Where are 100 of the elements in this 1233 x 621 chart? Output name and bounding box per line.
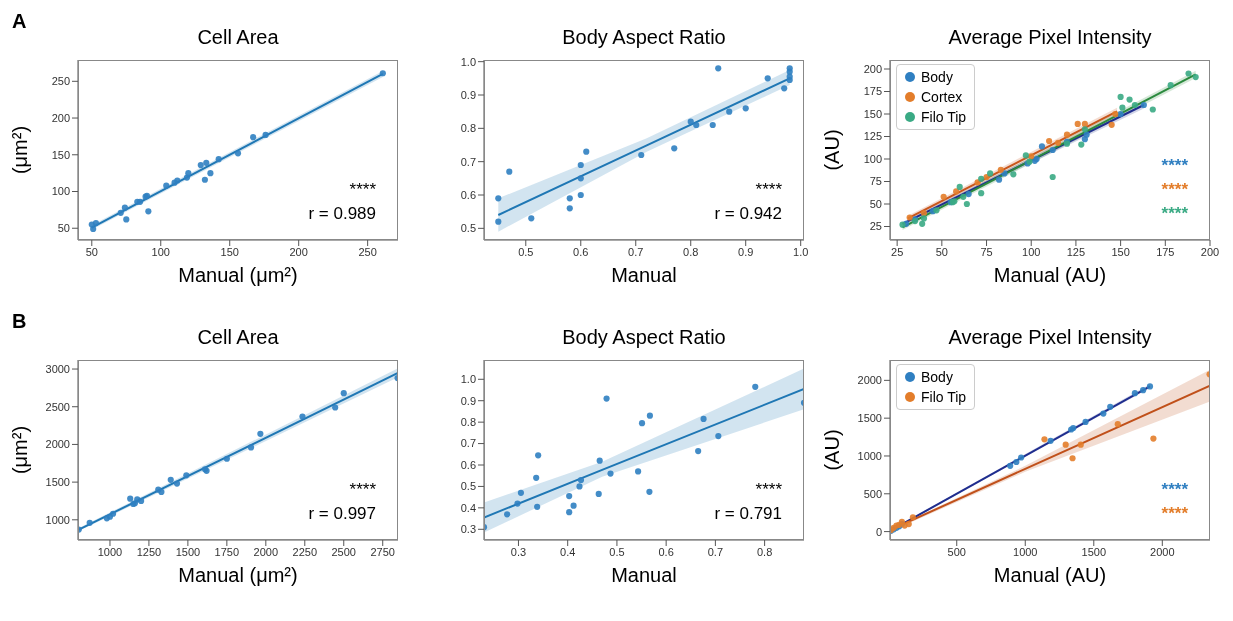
x-tick-label: 0.7 xyxy=(628,245,644,258)
x-tick-label: 2250 xyxy=(292,545,318,558)
annotation: **** xyxy=(754,179,782,201)
y-tick-label: 500 xyxy=(863,487,882,500)
legend-label: Filo Tip xyxy=(921,388,967,407)
legend-label: Body xyxy=(921,68,953,87)
x-tick-label: 125 xyxy=(1066,245,1086,258)
y-tick-label: 250 xyxy=(51,75,70,88)
x-axis-title: Manual (μm²) xyxy=(178,564,298,586)
x-tick-label: 100 xyxy=(1022,245,1041,258)
annotation: r = 0.989 xyxy=(308,203,376,225)
x-tick-label: 1.0 xyxy=(793,245,809,258)
chart-title: Cell Area xyxy=(197,326,279,348)
y-tick-label: 200 xyxy=(863,62,882,75)
x-tick-label: 0.5 xyxy=(609,545,625,558)
y-tick-label: 125 xyxy=(863,130,882,143)
x-tick-label: 0.7 xyxy=(707,545,724,558)
annotation: **** xyxy=(754,479,782,501)
y-tick-label: 0.6 xyxy=(460,188,476,201)
x-tick-label: 2000 xyxy=(253,545,279,558)
y-tick-label: 0.9 xyxy=(460,394,476,407)
chart-title: Body Aspect Ratio xyxy=(561,25,727,50)
x-tick-label: 150 xyxy=(220,245,239,258)
annotation: r = 0.791 xyxy=(714,503,782,525)
y-tick-label: 0.7 xyxy=(460,437,476,450)
x-tick-label: 0.5 xyxy=(518,245,534,258)
y-axis-title: (μm²) xyxy=(9,425,32,475)
x-tick-label: 0.8 xyxy=(683,245,699,258)
y-tick-label: 2000 xyxy=(45,438,70,451)
x-tick-label: 175 xyxy=(1156,245,1175,258)
y-tick-label: 1500 xyxy=(45,476,70,489)
x-axis-title: Manual xyxy=(611,264,677,286)
y-tick-label: 0.8 xyxy=(460,416,476,429)
legend-label: Filo Tip xyxy=(921,108,967,127)
chart-title: Average Pixel Intensity xyxy=(947,25,1153,50)
x-axis-title: Manual (AU) xyxy=(993,564,1107,586)
chart-title: Average Pixel Intensity xyxy=(947,325,1153,350)
annotation: r = 0.997 xyxy=(308,503,376,525)
y-tick-label: 50 xyxy=(57,222,70,235)
y-tick-label: 1.0 xyxy=(460,373,476,386)
y-tick-label: 50 xyxy=(869,197,882,210)
x-tick-label: 500 xyxy=(947,545,966,558)
x-tick-label: 250 xyxy=(358,245,377,258)
x-tick-label: 0.8 xyxy=(756,545,773,558)
y-tick-label: 0.8 xyxy=(460,122,476,135)
y-tick-label: 0.9 xyxy=(460,88,476,101)
y-axis-title: (AU) xyxy=(821,129,844,171)
annotation: **** xyxy=(1161,479,1188,501)
y-tick-label: 0.3 xyxy=(460,523,476,536)
legend-label: Cortex xyxy=(921,88,963,107)
y-tick-label: 0.5 xyxy=(460,480,476,493)
y-tick-label: 1000 xyxy=(45,513,70,526)
annotation: **** xyxy=(1161,155,1188,177)
y-axis-title: (μm²) xyxy=(9,125,32,175)
x-tick-label: 0.9 xyxy=(738,245,754,258)
chart-title: Body Aspect Ratio xyxy=(561,325,727,350)
text: A xyxy=(12,10,27,33)
x-tick-label: 150 xyxy=(1111,245,1130,258)
x-tick-label: 1500 xyxy=(1081,545,1107,558)
y-tick-label: 200 xyxy=(51,111,70,124)
x-tick-label: 100 xyxy=(151,245,170,258)
y-tick-label: 2500 xyxy=(45,400,70,413)
y-tick-label: 1.0 xyxy=(460,55,476,68)
annotation: **** xyxy=(1161,503,1188,525)
y-tick-label: 1500 xyxy=(857,412,882,425)
x-tick-label: 75 xyxy=(980,245,993,258)
x-axis-title: Manual xyxy=(611,564,677,586)
y-tick-label: 0.4 xyxy=(460,501,476,514)
y-tick-label: 2000 xyxy=(857,374,882,387)
chart-title: Cell Area xyxy=(197,26,279,48)
x-tick-label: 2500 xyxy=(331,545,356,558)
x-tick-label: 50 xyxy=(935,245,948,258)
y-tick-label: 150 xyxy=(863,107,882,120)
annotation: **** xyxy=(348,479,376,501)
annotation: **** xyxy=(1161,203,1188,225)
x-tick-label: 200 xyxy=(1200,245,1220,258)
y-tick-label: 150 xyxy=(51,148,70,161)
annotation: **** xyxy=(1161,179,1188,201)
y-tick-label: 0.7 xyxy=(460,155,476,168)
x-tick-label: 0.3 xyxy=(510,545,527,558)
x-tick-label: 2750 xyxy=(370,545,395,558)
x-axis-title: Manual (μm²) xyxy=(178,264,298,286)
x-tick-label: 0.4 xyxy=(560,545,576,558)
y-tick-label: 0 xyxy=(875,525,882,538)
x-tick-label: 25 xyxy=(891,245,904,258)
y-tick-label: 1000 xyxy=(857,449,882,462)
annotation: r = 0.942 xyxy=(714,203,782,225)
annotation: **** xyxy=(348,179,376,201)
x-axis-title: Manual (AU) xyxy=(993,264,1107,286)
x-tick-label: 1000 xyxy=(97,545,123,558)
x-tick-label: 1500 xyxy=(175,545,201,558)
y-axis-title: (AU) xyxy=(821,429,844,471)
x-tick-label: 1000 xyxy=(1013,545,1038,558)
text: B xyxy=(12,310,27,333)
legend-label: Body xyxy=(921,368,953,387)
x-tick-label: 1750 xyxy=(214,545,240,558)
y-tick-label: 25 xyxy=(869,220,882,233)
x-tick-label: 2000 xyxy=(1150,545,1175,558)
y-tick-label: 0.6 xyxy=(460,458,476,471)
x-tick-label: 200 xyxy=(289,245,308,258)
